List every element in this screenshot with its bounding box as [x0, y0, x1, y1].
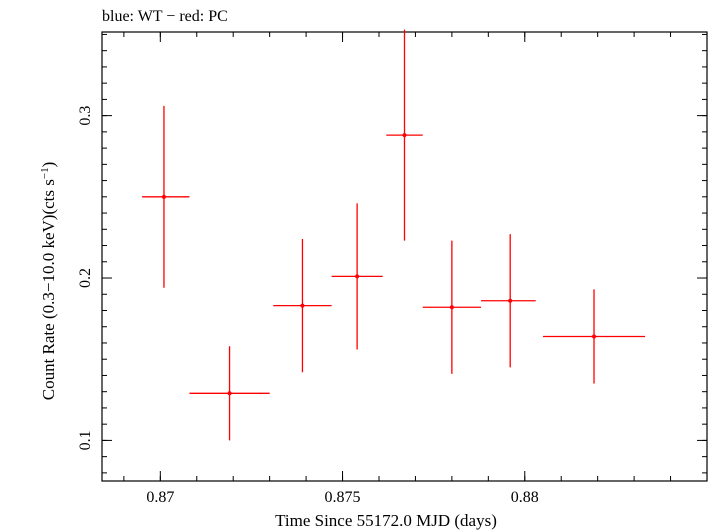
x-tick-label: 0.87	[146, 489, 174, 506]
chart-title: blue: WT − red: PC	[102, 8, 228, 25]
x-axis-label: Time Since 55172.0 MJD (days)	[275, 511, 497, 530]
data-point	[273, 239, 332, 373]
y-axis-label: Count Rate (0.3−10.0 keV)(cts s−1)	[39, 162, 58, 401]
data-point	[542, 289, 646, 384]
x-tick-label: 0.88	[511, 489, 539, 506]
y-tick-label: 0.3	[77, 106, 94, 126]
y-axis-label-main: Count Rate (0.3−10.0 keV)(cts s	[39, 179, 58, 400]
point-marker	[508, 298, 513, 303]
point-marker	[227, 391, 232, 396]
x-tick-label: 0.875	[325, 489, 361, 506]
y-axis-label-superscript: −1	[39, 167, 51, 179]
y-axis-label-end: )	[39, 162, 58, 168]
point-marker	[161, 194, 166, 199]
y-axis: 0.1 0.2 0.3	[77, 33, 707, 474]
data-point	[142, 105, 190, 288]
data-point	[189, 346, 270, 441]
point-marker	[592, 334, 597, 339]
point-marker	[402, 133, 407, 138]
data-point	[422, 240, 482, 374]
data-series-pc	[142, 29, 646, 441]
x-axis: 0.87 0.875 0.88	[123, 32, 672, 506]
data-point	[481, 234, 536, 368]
data-point	[331, 203, 383, 350]
y-tick-label: 0.1	[77, 430, 94, 450]
data-point	[386, 29, 423, 241]
point-marker	[449, 305, 454, 310]
y-tick-label: 0.2	[77, 268, 94, 288]
point-marker	[300, 303, 305, 308]
point-marker	[355, 274, 360, 279]
